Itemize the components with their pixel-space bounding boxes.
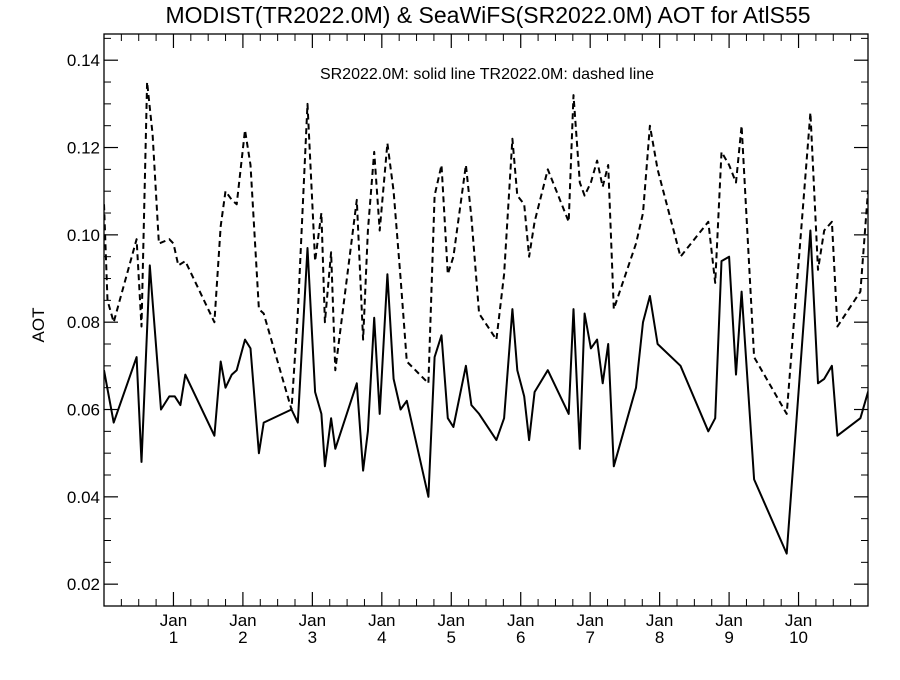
x-tick-label-month: Jan bbox=[646, 611, 673, 630]
x-tick-label-day: 2 bbox=[238, 628, 247, 647]
y-tick-label: 0.14 bbox=[67, 51, 100, 70]
x-tick-label-month: Jan bbox=[785, 611, 812, 630]
y-tick-label: 0.04 bbox=[67, 488, 100, 507]
x-tick-label-month: Jan bbox=[507, 611, 534, 630]
x-tick-label-day: 3 bbox=[308, 628, 317, 647]
axis-ticks: 0.020.040.060.080.100.120.14Jan1Jan2Jan3… bbox=[67, 34, 868, 647]
x-tick-label-day: 8 bbox=[655, 628, 664, 647]
y-tick-label: 0.06 bbox=[67, 401, 100, 420]
x-tick-label-month: Jan bbox=[438, 611, 465, 630]
y-axis-label: AOT bbox=[29, 308, 48, 343]
series-lines bbox=[104, 81, 868, 555]
y-tick-label: 0.12 bbox=[67, 139, 100, 158]
x-tick-label-month: Jan bbox=[576, 611, 603, 630]
chart-title: MODIST(TR2022.0M) & SeaWiFS(SR2022.0M) A… bbox=[165, 2, 810, 28]
plot-frame bbox=[103, 33, 869, 607]
legend-note: SR2022.0M: solid line TR2022.0M: dashed … bbox=[320, 66, 654, 83]
x-tick-label-day: 5 bbox=[447, 628, 456, 647]
x-tick-label-day: 10 bbox=[789, 628, 808, 647]
x-tick-label-month: Jan bbox=[299, 611, 326, 630]
x-tick-label-month: Jan bbox=[229, 611, 256, 630]
x-tick-label-day: 7 bbox=[585, 628, 594, 647]
x-tick-label-day: 6 bbox=[516, 628, 525, 647]
y-tick-label: 0.08 bbox=[67, 313, 100, 332]
x-tick-label-month: Jan bbox=[160, 611, 187, 630]
x-tick-label-month: Jan bbox=[368, 611, 395, 630]
x-tick-label-month: Jan bbox=[715, 611, 742, 630]
y-tick-label: 0.02 bbox=[67, 575, 100, 594]
y-tick-label: 0.10 bbox=[67, 226, 100, 245]
series-line-sr2022-0m bbox=[104, 229, 868, 555]
x-tick-label-day: 1 bbox=[169, 628, 178, 647]
x-tick-label-day: 4 bbox=[377, 628, 386, 647]
x-tick-label-day: 9 bbox=[724, 628, 733, 647]
